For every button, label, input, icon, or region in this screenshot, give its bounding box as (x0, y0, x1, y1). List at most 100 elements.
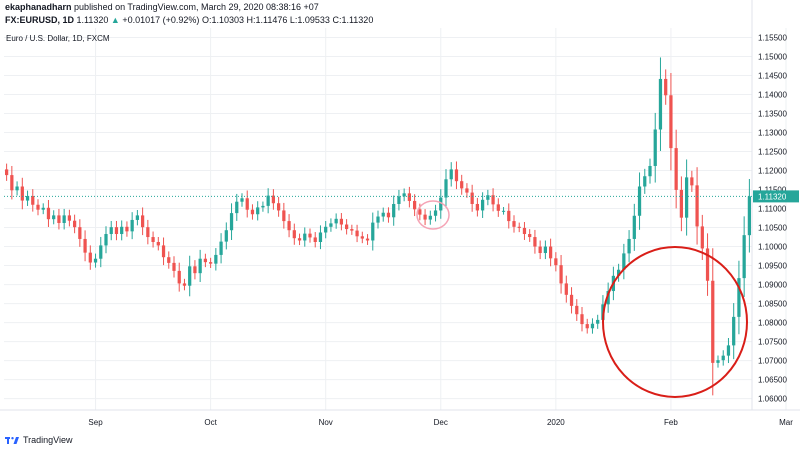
candle-body (606, 291, 610, 305)
y-tick-label: 1.09500 (758, 262, 787, 271)
candle-body (360, 236, 364, 239)
candle-body (208, 262, 213, 264)
candle-body (402, 193, 406, 197)
candle-body (83, 238, 87, 253)
candle-body (104, 234, 108, 246)
candle-body (491, 195, 495, 205)
grid (4, 28, 787, 410)
candle-body (120, 226, 124, 235)
candle-body (31, 196, 35, 205)
x-tick-label: Sep (88, 418, 103, 427)
candle-body (109, 227, 113, 235)
candle-body (512, 221, 516, 227)
candle-body (428, 215, 432, 220)
y-tick-label: 1.10500 (758, 224, 787, 233)
candle-body (224, 230, 228, 242)
candle-body (543, 246, 548, 254)
candle-body (465, 188, 469, 193)
y-tick-label: 1.11500 (758, 186, 787, 195)
candle-body (590, 323, 595, 329)
candle-body (548, 246, 553, 259)
candle-body (747, 196, 752, 236)
author[interactable]: ekaphanadharn (5, 2, 72, 12)
candle-body (559, 265, 563, 284)
candle-body (507, 210, 511, 222)
candle-body (737, 278, 741, 317)
candle-body (355, 230, 359, 237)
last-price-tag (753, 190, 799, 203)
candle-body (732, 316, 736, 346)
candle-body (25, 196, 30, 201)
candle-body (324, 226, 328, 233)
candle-body (219, 241, 223, 255)
tradingview-logo-icon[interactable] (5, 435, 19, 445)
candle-body (449, 169, 453, 180)
candle-body (679, 189, 684, 218)
candle-body (313, 237, 317, 242)
candle-body (245, 198, 249, 210)
y-tick-label: 1.15500 (758, 34, 787, 43)
candle-body (381, 212, 385, 217)
candle-body (632, 215, 636, 239)
candle-body (41, 207, 45, 210)
candle-body (334, 218, 338, 224)
candle-body (62, 215, 66, 223)
candle-body (637, 186, 642, 216)
candles (4, 57, 752, 396)
y-tick-label: 1.07500 (758, 338, 787, 347)
y-tick-label: 1.12500 (758, 148, 787, 157)
candle-body (250, 209, 255, 215)
pink-circle-annotation (416, 200, 450, 230)
x-tick-label: Mar (779, 418, 793, 427)
candle-body (292, 230, 296, 239)
candle-body (454, 169, 459, 182)
y-tick-label: 1.13500 (758, 110, 787, 119)
chart-title: Euro / U.S. Dollar, 1D, FXCM (6, 34, 110, 43)
candle-body (705, 248, 710, 281)
candle-body (695, 185, 699, 227)
x-tick-label: Nov (319, 418, 333, 427)
y-tick-label: 1.11000 (758, 205, 787, 214)
candle-body (376, 216, 380, 223)
candle-body (486, 195, 490, 200)
candle-body (423, 214, 427, 220)
candle-body (700, 226, 704, 249)
candle-body (690, 177, 694, 186)
candle-body (533, 237, 537, 247)
candle-body (564, 283, 568, 295)
low-value: L:1.09533 (289, 15, 330, 25)
candle-body (203, 258, 208, 263)
candle-body (161, 245, 166, 258)
candle-body (235, 201, 239, 214)
candle-body (350, 229, 354, 231)
candle-body (669, 95, 673, 149)
candle-body (648, 165, 652, 177)
candle-body (585, 324, 589, 329)
candle-body (46, 207, 51, 220)
candle-body (67, 215, 72, 221)
candle-body (616, 269, 621, 276)
published-text: published on TradingView.com, March 29, … (74, 2, 319, 12)
candle-body (271, 195, 276, 204)
y-tick-label: 1.15000 (758, 53, 787, 62)
candle-body (721, 355, 725, 361)
candle-body (392, 203, 396, 218)
candle-body (627, 238, 631, 254)
candle-body (664, 78, 668, 96)
candle-body (371, 222, 375, 241)
candle-body (480, 199, 485, 211)
candle-body (308, 233, 312, 238)
candle-body (240, 198, 244, 202)
candle-body (297, 238, 302, 241)
candle-body (412, 200, 417, 210)
y-tick-label: 1.10000 (758, 243, 787, 252)
footer: TradingView (5, 432, 73, 448)
candle-body (188, 266, 192, 286)
y-tick-label: 1.08500 (758, 300, 787, 309)
tradingview-brand[interactable]: TradingView (23, 435, 73, 445)
candle-body (57, 215, 61, 223)
candle-body (444, 179, 448, 198)
y-tick-label: 1.12000 (758, 167, 787, 176)
